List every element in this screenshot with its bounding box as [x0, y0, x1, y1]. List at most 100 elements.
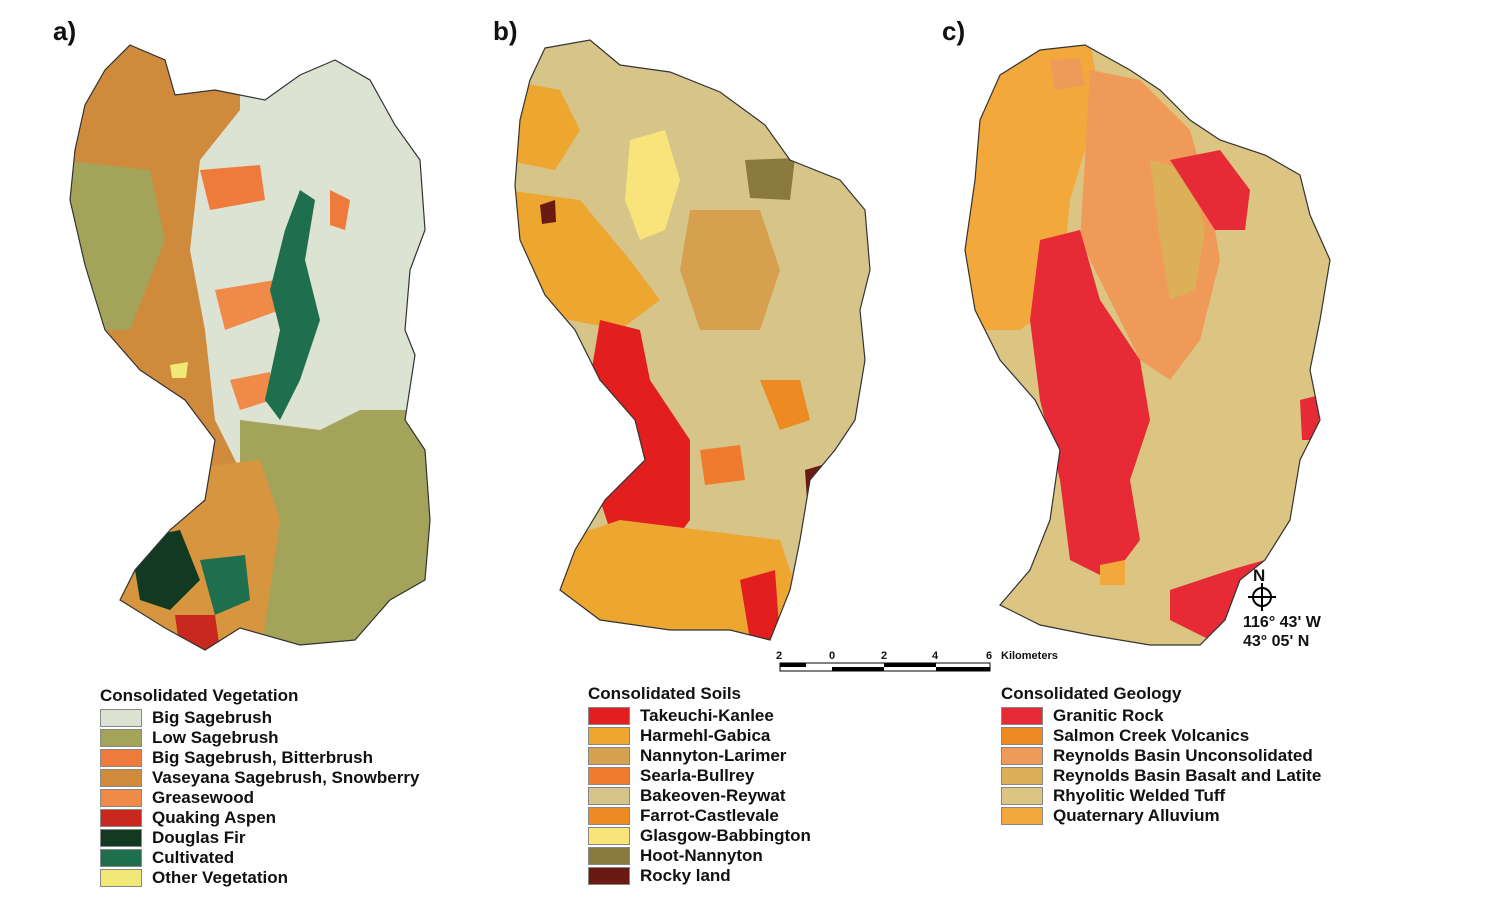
- scale-tick-4: 6: [986, 650, 993, 662]
- geology-granitic-central: [1030, 230, 1150, 580]
- legend-item: Searla-Bullrey: [588, 766, 811, 786]
- legend-item: Vaseyana Sagebrush, Snowberry: [100, 768, 419, 788]
- legend-swatch: [588, 747, 630, 765]
- legend-item: Big Sagebrush: [100, 708, 419, 728]
- soils-searla-patch: [700, 445, 745, 485]
- legend-item: Cultivated: [100, 848, 419, 868]
- soils-south-harmehl: [560, 520, 800, 640]
- legend-label: Takeuchi-Kanlee: [640, 706, 774, 725]
- legend-item: Farrot-Castlevale: [588, 806, 811, 826]
- legend-swatch: [588, 727, 630, 745]
- soils-farrot-patch: [760, 380, 810, 430]
- legend-label: Douglas Fir: [152, 828, 246, 847]
- legend-swatch: [588, 707, 630, 725]
- geology-reynolds-north: [1050, 58, 1085, 90]
- legend-soils-title: Consolidated Soils: [588, 684, 742, 703]
- scale-tick-2: 2: [881, 650, 888, 662]
- legend-swatch: [1001, 787, 1043, 805]
- panel-letter-b: b): [493, 16, 518, 46]
- legend-label: Big Sagebrush: [152, 708, 272, 727]
- latitude-label: 43° 05' N: [1243, 633, 1310, 650]
- legend-item: Harmehl-Gabica: [588, 726, 811, 746]
- soils-takeuchi-south: [740, 570, 780, 640]
- legend-swatch: [100, 789, 142, 807]
- legend-item: Granitic Rock: [1001, 706, 1321, 726]
- legend-swatch: [100, 709, 142, 727]
- legend-swatch: [588, 847, 630, 865]
- scale-unit: Kilometers: [1001, 650, 1058, 662]
- legend-swatch: [1001, 747, 1043, 765]
- legend-label: Reynolds Basin Unconsolidated: [1053, 746, 1313, 765]
- legend-label: Other Vegetation: [152, 868, 289, 887]
- legend-swatch: [100, 809, 142, 827]
- legend-label: Granitic Rock: [1053, 706, 1164, 725]
- legend-swatch: [100, 729, 142, 747]
- legend-swatch: [588, 807, 630, 825]
- geology-reynolds-unconsolidated: [1080, 70, 1220, 380]
- north-label: N: [1253, 566, 1266, 585]
- vegetation-other-patch: [170, 362, 188, 378]
- legend-swatch: [1001, 767, 1043, 785]
- north-arrow-icon: [1248, 583, 1276, 611]
- scale-tick-3: 4: [932, 650, 939, 662]
- legend-item: Nannyton-Larimer: [588, 746, 811, 766]
- vegetation-cultivated-south: [200, 555, 250, 615]
- vegetation-cultivated-strip: [265, 190, 320, 420]
- legend-item: Salmon Creek Volcanics: [1001, 726, 1321, 746]
- geology-granitic-northeast: [1170, 150, 1250, 230]
- vegetation-east-low-sagebrush: [240, 410, 430, 650]
- legend-label: Salmon Creek Volcanics: [1053, 726, 1250, 745]
- legend-label: Low Sagebrush: [152, 728, 279, 747]
- legend-vegetation: Consolidated Vegetation Big Sagebrush Lo…: [100, 686, 419, 888]
- legend-item: Other Vegetation: [100, 868, 419, 888]
- legend-label: Quaternary Alluvium: [1053, 806, 1220, 825]
- vegetation-bitterbrush-patch-2: [330, 190, 350, 230]
- legend-item: Low Sagebrush: [100, 728, 419, 748]
- legend-item: Douglas Fir: [100, 828, 419, 848]
- legend-swatch: [588, 767, 630, 785]
- legend-label: Vaseyana Sagebrush, Snowberry: [152, 768, 420, 787]
- legend-label: Glasgow-Babbington: [640, 826, 811, 845]
- legend-label: Hoot-Nannyton: [640, 846, 763, 865]
- soils-rocky-land-patch-2: [540, 200, 556, 224]
- legend-item: Bakeoven-Reywat: [588, 786, 811, 806]
- legend-swatch: [1001, 707, 1043, 725]
- scale-tick-0: 2: [776, 650, 783, 662]
- legend-label: Farrot-Castlevale: [640, 806, 779, 825]
- legend-vegetation-title: Consolidated Vegetation: [100, 686, 299, 705]
- legend-swatch: [588, 867, 630, 885]
- legend-swatch: [1001, 807, 1043, 825]
- soils-nannyton-zone: [680, 210, 780, 330]
- legend-item: Takeuchi-Kanlee: [588, 706, 811, 726]
- legend-item: Quaking Aspen: [100, 808, 419, 828]
- legend-label: Searla-Bullrey: [640, 766, 755, 785]
- legend-soils: Consolidated Soils Takeuchi-Kanlee Harme…: [588, 684, 811, 886]
- legend-label: Rocky land: [640, 866, 731, 885]
- legend-swatch: [588, 827, 630, 845]
- legend-swatch: [1001, 727, 1043, 745]
- legend-label: Cultivated: [152, 848, 235, 867]
- legend-label: Quaking Aspen: [152, 808, 277, 827]
- legend-swatch: [100, 829, 142, 847]
- legend-item: Reynolds Basin Unconsolidated: [1001, 746, 1321, 766]
- legend-item: Glasgow-Babbington: [588, 826, 811, 846]
- legend-geology-title: Consolidated Geology: [1001, 684, 1182, 703]
- vegetation-greasewood-patch-2: [230, 372, 272, 410]
- legend-label: Bakeoven-Reywat: [640, 786, 786, 805]
- legend-swatch: [100, 749, 142, 767]
- legend-label: Harmehl-Gabica: [640, 726, 771, 745]
- legend-item: Big Sagebrush, Bitterbrush: [100, 748, 419, 768]
- legend-item: Rhyolitic Welded Tuff: [1001, 786, 1321, 806]
- scale-bar: [779, 662, 991, 672]
- legend-item: Hoot-Nannyton: [588, 846, 811, 866]
- legend-item: Greasewood: [100, 788, 419, 808]
- geology-basalt-latite: [1150, 160, 1205, 300]
- vegetation-bitterbrush-patch: [200, 165, 265, 210]
- soils-hoot-nannyton-patch: [745, 158, 795, 200]
- geology-map: [964, 44, 1331, 646]
- legend-label: Reynolds Basin Basalt and Latite: [1053, 766, 1322, 785]
- legend-label: Greasewood: [152, 788, 255, 807]
- panel-letter-a: a): [53, 16, 77, 46]
- legend-label: Rhyolitic Welded Tuff: [1053, 786, 1226, 805]
